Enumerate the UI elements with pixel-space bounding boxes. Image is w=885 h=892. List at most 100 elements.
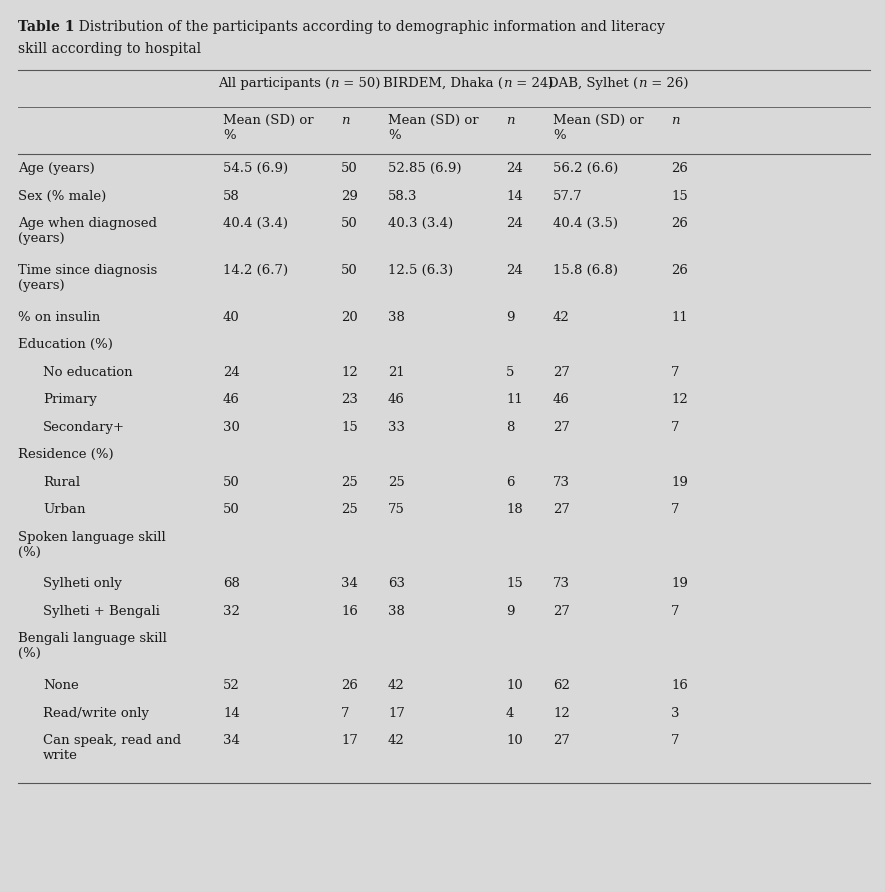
Text: 58: 58 [223, 189, 240, 202]
Text: 14: 14 [506, 189, 523, 202]
Text: 7: 7 [671, 605, 680, 618]
Text: 50: 50 [223, 475, 240, 489]
Text: = 50): = 50) [339, 77, 381, 90]
Text: 4: 4 [506, 706, 514, 720]
Text: 56.2 (6.6): 56.2 (6.6) [553, 162, 619, 175]
Text: 23: 23 [341, 393, 358, 406]
Text: 26: 26 [671, 217, 688, 230]
Text: 75: 75 [388, 503, 404, 516]
Text: 40.4 (3.4): 40.4 (3.4) [223, 217, 288, 230]
Text: 38: 38 [388, 310, 404, 324]
Text: 27: 27 [553, 605, 570, 618]
Text: 18: 18 [506, 503, 523, 516]
Text: 30: 30 [223, 420, 240, 434]
Text: Urban: Urban [43, 503, 86, 516]
Text: n: n [638, 77, 647, 90]
Text: n: n [506, 114, 514, 127]
Text: Sylheti + Bengali: Sylheti + Bengali [43, 605, 160, 618]
Text: Primary: Primary [43, 393, 96, 406]
Text: 24: 24 [506, 217, 523, 230]
Text: 16: 16 [341, 605, 358, 618]
Text: 42: 42 [553, 310, 570, 324]
Text: 20: 20 [341, 310, 358, 324]
Text: 34: 34 [341, 577, 358, 591]
Text: 46: 46 [223, 393, 240, 406]
Text: 54.5 (6.9): 54.5 (6.9) [223, 162, 289, 175]
Text: 50: 50 [341, 264, 358, 277]
Text: Table 1: Table 1 [18, 20, 74, 34]
Text: = 24): = 24) [512, 77, 553, 90]
Text: 17: 17 [388, 706, 404, 720]
Text: 27: 27 [553, 734, 570, 747]
Text: 7: 7 [341, 706, 350, 720]
Text: 38: 38 [388, 605, 404, 618]
Text: n: n [341, 114, 350, 127]
Text: 9: 9 [506, 605, 514, 618]
Text: DAB, Sylhet (: DAB, Sylhet ( [548, 77, 638, 90]
Text: 5: 5 [506, 366, 514, 378]
Text: 46: 46 [553, 393, 570, 406]
Text: Spoken language skill
(%): Spoken language skill (%) [18, 531, 165, 558]
Text: 3: 3 [671, 706, 680, 720]
Text: Mean (SD) or
%: Mean (SD) or % [223, 114, 313, 142]
Text: 25: 25 [341, 475, 358, 489]
Text: 52.85 (6.9): 52.85 (6.9) [388, 162, 461, 175]
Text: 25: 25 [388, 475, 404, 489]
Text: Mean (SD) or
%: Mean (SD) or % [553, 114, 643, 142]
Text: 62: 62 [553, 679, 570, 692]
Text: Can speak, read and
write: Can speak, read and write [43, 734, 181, 762]
Text: 12.5 (6.3): 12.5 (6.3) [388, 264, 453, 277]
Text: 58.3: 58.3 [388, 189, 418, 202]
Text: 34: 34 [223, 734, 240, 747]
Text: 24: 24 [506, 264, 523, 277]
Text: 15.8 (6.8): 15.8 (6.8) [553, 264, 618, 277]
Text: skill according to hospital: skill according to hospital [18, 42, 201, 56]
Text: 40.3 (3.4): 40.3 (3.4) [388, 217, 453, 230]
Text: 10: 10 [506, 734, 523, 747]
Text: 40.4 (3.5): 40.4 (3.5) [553, 217, 618, 230]
Text: 73: 73 [553, 475, 570, 489]
Text: Secondary+: Secondary+ [43, 420, 125, 434]
Text: 27: 27 [553, 420, 570, 434]
Text: Mean (SD) or
%: Mean (SD) or % [388, 114, 479, 142]
Text: 12: 12 [671, 393, 688, 406]
Text: 63: 63 [388, 577, 405, 591]
Text: Rural: Rural [43, 475, 81, 489]
Text: 26: 26 [671, 162, 688, 175]
Text: 50: 50 [341, 162, 358, 175]
Text: 19: 19 [671, 577, 688, 591]
Text: 46: 46 [388, 393, 404, 406]
Text: 50: 50 [223, 503, 240, 516]
Text: n: n [503, 77, 512, 90]
Text: 7: 7 [671, 420, 680, 434]
Text: All participants (: All participants ( [218, 77, 330, 90]
Text: 6: 6 [506, 475, 514, 489]
Text: % on insulin: % on insulin [18, 310, 100, 324]
Text: 11: 11 [671, 310, 688, 324]
Text: 11: 11 [506, 393, 523, 406]
Text: 7: 7 [671, 366, 680, 378]
Text: 15: 15 [341, 420, 358, 434]
Text: Distribution of the participants according to demographic information and litera: Distribution of the participants accordi… [70, 20, 665, 34]
Text: Bengali language skill
(%): Bengali language skill (%) [18, 632, 167, 660]
Text: 17: 17 [341, 734, 358, 747]
Text: n: n [330, 77, 339, 90]
Text: 73: 73 [553, 577, 570, 591]
Text: 25: 25 [341, 503, 358, 516]
Text: 12: 12 [553, 706, 570, 720]
Text: 52: 52 [223, 679, 240, 692]
Text: 19: 19 [671, 475, 688, 489]
Text: 21: 21 [388, 366, 404, 378]
Text: Time since diagnosis
(years): Time since diagnosis (years) [18, 264, 158, 292]
Text: 7: 7 [671, 503, 680, 516]
Text: None: None [43, 679, 79, 692]
Text: 32: 32 [223, 605, 240, 618]
Text: 27: 27 [553, 503, 570, 516]
Text: Education (%): Education (%) [18, 338, 113, 351]
Text: 12: 12 [341, 366, 358, 378]
Text: BIRDEM, Dhaka (: BIRDEM, Dhaka ( [383, 77, 503, 90]
Text: 8: 8 [506, 420, 514, 434]
Text: n: n [671, 114, 680, 127]
Text: 7: 7 [671, 734, 680, 747]
Text: Age when diagnosed
(years): Age when diagnosed (years) [18, 217, 157, 245]
